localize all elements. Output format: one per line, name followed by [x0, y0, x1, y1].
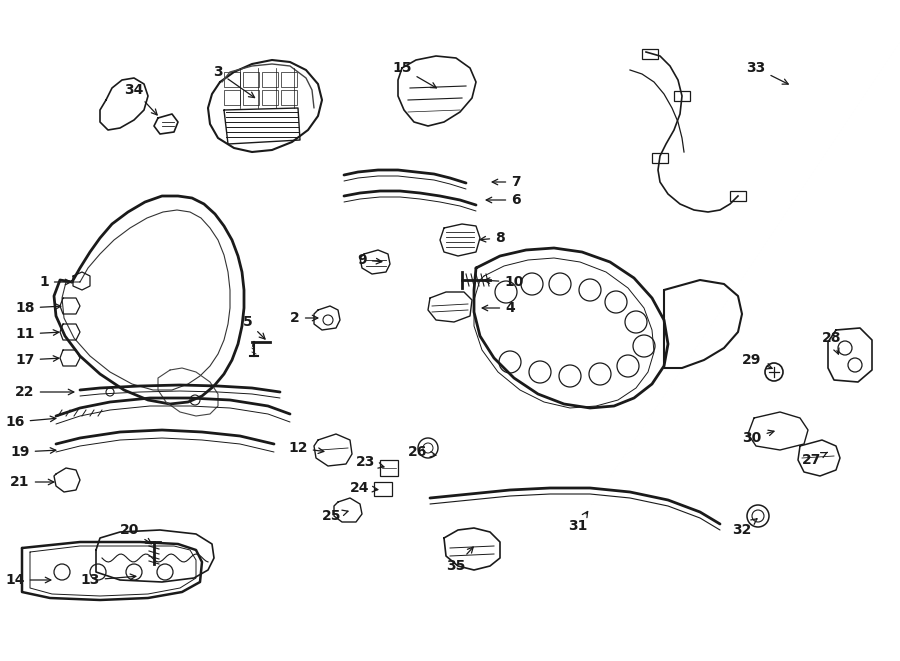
- Bar: [652, 153, 668, 163]
- Text: 10: 10: [484, 275, 524, 289]
- Text: 5: 5: [243, 315, 265, 339]
- Bar: [262, 90, 278, 105]
- Text: 24: 24: [350, 481, 378, 495]
- Text: 15: 15: [392, 61, 436, 88]
- Bar: [674, 91, 690, 101]
- Text: 11: 11: [15, 327, 58, 341]
- Text: 34: 34: [124, 83, 158, 115]
- Bar: [243, 90, 259, 105]
- Text: 35: 35: [446, 547, 473, 573]
- Text: 18: 18: [15, 301, 61, 315]
- Text: 20: 20: [121, 523, 151, 544]
- Text: 25: 25: [322, 509, 348, 523]
- Text: 31: 31: [568, 512, 588, 533]
- Text: 16: 16: [5, 415, 56, 429]
- Bar: [243, 72, 259, 87]
- Text: 21: 21: [10, 475, 54, 489]
- Text: 17: 17: [15, 353, 58, 367]
- Bar: [374, 482, 392, 496]
- Text: 13: 13: [80, 573, 136, 587]
- Text: 8: 8: [481, 231, 505, 245]
- Bar: [281, 72, 297, 87]
- Text: 9: 9: [357, 253, 382, 267]
- Text: 33: 33: [746, 61, 788, 84]
- Bar: [281, 90, 297, 105]
- Bar: [380, 460, 398, 476]
- Bar: [642, 49, 658, 59]
- Text: 12: 12: [288, 441, 324, 455]
- Text: 27: 27: [802, 452, 827, 467]
- Text: 22: 22: [15, 385, 74, 399]
- Text: 29: 29: [742, 353, 772, 369]
- Text: 6: 6: [486, 193, 521, 207]
- Text: 7: 7: [492, 175, 521, 189]
- Text: 26: 26: [409, 445, 436, 459]
- Bar: [262, 72, 278, 87]
- Text: 19: 19: [10, 445, 56, 459]
- Text: 14: 14: [5, 573, 50, 587]
- Bar: [224, 72, 240, 87]
- Text: 4: 4: [482, 301, 515, 315]
- Text: 28: 28: [823, 331, 842, 354]
- Text: 30: 30: [742, 430, 774, 445]
- Text: 2: 2: [290, 311, 318, 325]
- Text: 23: 23: [356, 455, 384, 469]
- Bar: [224, 90, 240, 105]
- Text: 3: 3: [213, 65, 255, 98]
- Text: 32: 32: [733, 519, 757, 537]
- Bar: [730, 191, 746, 201]
- Text: 1: 1: [39, 275, 71, 289]
